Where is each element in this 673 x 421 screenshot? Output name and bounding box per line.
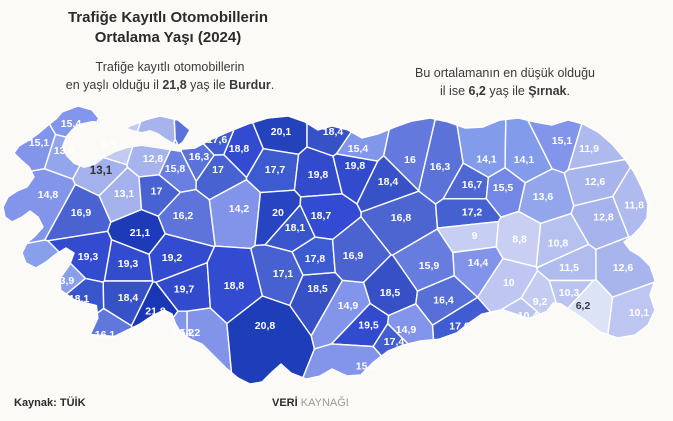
svg-text:15,4: 15,4 — [348, 143, 369, 155]
svg-text:17,1: 17,1 — [273, 268, 294, 280]
svg-text:18,5: 18,5 — [307, 283, 328, 295]
svg-text:20: 20 — [272, 207, 284, 219]
svg-text:19,7: 19,7 — [174, 283, 195, 295]
svg-text:19,8: 19,8 — [345, 160, 366, 172]
svg-text:18,1: 18,1 — [69, 293, 90, 305]
svg-text:20,8: 20,8 — [255, 320, 276, 332]
svg-text:18,8: 18,8 — [229, 143, 250, 155]
svg-text:16,3: 16,3 — [189, 151, 210, 163]
svg-text:19,5: 19,5 — [358, 320, 379, 332]
svg-text:18,4: 18,4 — [378, 176, 399, 188]
svg-text:17,6: 17,6 — [207, 134, 228, 146]
svg-text:15,2: 15,2 — [356, 360, 377, 372]
svg-text:10: 10 — [503, 277, 515, 289]
svg-text:13,6: 13,6 — [54, 145, 75, 157]
svg-text:18,5: 18,5 — [380, 287, 401, 299]
svg-text:9,5: 9,5 — [102, 139, 117, 151]
svg-text:19,3: 19,3 — [78, 251, 99, 263]
svg-text:10,3: 10,3 — [559, 287, 580, 299]
svg-text:17,4: 17,4 — [384, 336, 405, 348]
svg-text:16,9: 16,9 — [71, 207, 92, 219]
svg-text:15,4: 15,4 — [61, 118, 82, 130]
svg-text:21,8: 21,8 — [145, 305, 166, 317]
svg-text:16,1: 16,1 — [95, 329, 116, 341]
svg-text:14,9: 14,9 — [396, 324, 417, 336]
svg-text:17,8: 17,8 — [305, 253, 326, 265]
svg-text:10,4: 10,4 — [518, 310, 539, 322]
svg-text:12,6: 12,6 — [613, 262, 634, 274]
svg-text:8,8: 8,8 — [512, 233, 527, 245]
svg-text:16,8: 16,8 — [391, 212, 412, 224]
svg-text:6,2: 6,2 — [576, 300, 591, 312]
svg-text:15,2: 15,2 — [174, 327, 195, 339]
svg-text:13,1: 13,1 — [114, 188, 135, 200]
svg-text:18,7: 18,7 — [311, 210, 332, 222]
svg-text:15,1: 15,1 — [552, 135, 573, 147]
svg-text:15,5: 15,5 — [493, 182, 514, 194]
svg-text:17,2: 17,2 — [462, 206, 483, 218]
svg-text:15,8: 15,8 — [165, 163, 186, 175]
svg-text:14,4: 14,4 — [468, 257, 489, 269]
svg-text:16,2: 16,2 — [173, 210, 194, 222]
svg-text:21,1: 21,1 — [130, 227, 151, 239]
svg-text:12,8: 12,8 — [143, 153, 164, 165]
svg-text:14,1: 14,1 — [476, 153, 497, 165]
svg-text:17,6: 17,6 — [449, 320, 470, 332]
svg-text:13,9: 13,9 — [54, 275, 75, 287]
svg-text:11,5: 11,5 — [559, 262, 579, 274]
svg-text:14,8: 14,8 — [38, 189, 59, 201]
svg-text:17,7: 17,7 — [265, 164, 286, 176]
svg-text:12,8: 12,8 — [593, 211, 614, 223]
svg-text:16,3: 16,3 — [430, 161, 451, 173]
svg-text:10,1: 10,1 — [629, 307, 650, 319]
svg-text:16,4: 16,4 — [433, 294, 454, 306]
svg-text:17: 17 — [212, 164, 224, 176]
svg-text:14,2: 14,2 — [229, 203, 250, 215]
svg-text:14,1: 14,1 — [514, 154, 535, 166]
svg-text:18,4: 18,4 — [118, 292, 139, 304]
svg-text:19,3: 19,3 — [118, 258, 139, 270]
svg-text:9,2: 9,2 — [533, 296, 548, 308]
svg-text:16,9: 16,9 — [343, 250, 364, 262]
svg-text:13,6: 13,6 — [533, 191, 554, 203]
svg-text:12,6: 12,6 — [585, 176, 606, 188]
svg-text:11,9: 11,9 — [579, 143, 599, 155]
svg-text:9: 9 — [472, 230, 478, 242]
svg-text:10,8: 10,8 — [548, 237, 569, 249]
svg-text:16,7: 16,7 — [462, 179, 483, 191]
svg-text:11,8: 11,8 — [624, 199, 644, 211]
svg-text:18,4: 18,4 — [323, 126, 344, 138]
svg-text:18,1: 18,1 — [285, 222, 306, 234]
svg-text:17: 17 — [151, 185, 163, 197]
svg-text:14,9: 14,9 — [338, 300, 359, 312]
svg-text:18,8: 18,8 — [224, 280, 245, 292]
svg-text:15,1: 15,1 — [29, 137, 50, 149]
svg-text:19,8: 19,8 — [308, 169, 329, 181]
svg-text:20,1: 20,1 — [271, 126, 292, 138]
svg-text:13,1: 13,1 — [90, 165, 113, 177]
svg-text:15,9: 15,9 — [419, 260, 440, 272]
svg-text:16: 16 — [404, 154, 416, 166]
svg-text:19,2: 19,2 — [162, 252, 183, 264]
